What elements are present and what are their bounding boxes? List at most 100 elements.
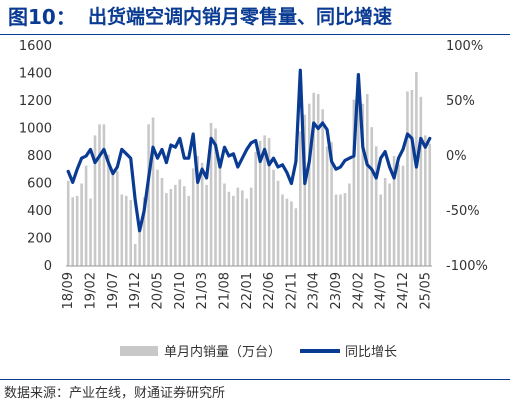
bar [388,183,391,266]
bar [187,195,191,266]
bar [93,135,97,266]
bar [281,194,284,266]
bar [75,195,79,266]
legend-bar-label: 单月内销量（万台） [164,344,281,360]
bar [370,127,374,266]
bar [156,169,159,266]
bar [276,180,280,266]
bar [138,231,141,266]
bar [352,99,356,266]
bar [80,183,83,266]
bar [178,179,182,266]
bar [303,114,307,266]
bar [205,184,208,266]
bar [254,151,257,266]
x-tick-label: 20/05 [151,272,166,309]
bar [272,169,275,266]
x-tick-label: 24/12 [396,272,411,309]
bar [312,92,316,266]
legend-bar-swatch [120,346,158,356]
bar [214,128,217,266]
y-left-tick-label: 1400 [19,67,52,82]
bar [361,103,365,266]
bar [410,90,414,266]
bar [285,198,289,266]
yoy-growth-line [66,68,432,233]
y-left-tick-label: 1200 [19,94,52,109]
bar [165,193,168,266]
bar [307,103,311,266]
bar [383,178,387,266]
legend-line-label: 同比增长 [345,345,397,360]
bar [263,135,266,266]
bar [209,123,213,266]
bar [66,180,70,266]
bar [249,187,253,266]
y-right-tick-label: 100% [446,39,483,54]
bar [147,124,150,266]
bar [258,140,262,266]
x-tick-label: 22/01 [240,272,255,309]
data-source: 数据来源：产业在线，财通证券研究所 [4,386,226,401]
bar [129,200,133,266]
y-right-tick-label: -100% [446,259,488,274]
x-tick-label: 18/09 [61,272,76,309]
x-tick-label: 19/02 [84,272,99,309]
y-left-tick-label: 1000 [19,122,52,137]
x-tick-label: 22/11 [284,272,299,309]
bar [98,124,101,266]
bar [294,208,298,266]
bar [191,168,195,266]
x-tick-label: 22/06 [262,272,277,309]
bar [290,201,293,266]
bar [348,183,351,266]
y-right-tick-label: 50% [446,94,475,109]
x-tick-label: 24/02 [351,272,366,309]
bar [232,195,235,266]
bar [196,156,199,266]
bar [374,146,378,266]
x-tick-label: 19/07 [106,272,121,309]
y-left-tick-label: 800 [27,149,52,164]
bar [71,197,74,266]
x-tick-label: 25/05 [418,272,433,309]
x-tick-label: 23/04 [307,272,322,309]
bar [343,193,347,266]
bar [120,194,124,266]
bar [424,135,427,266]
bar [124,195,128,266]
bar [325,146,329,266]
bar [182,186,186,266]
footer-divider [0,379,510,380]
bar [401,165,405,266]
bar [111,169,115,266]
bar [200,162,204,266]
bar [299,131,302,266]
bar [160,178,164,266]
x-tick-label: 19/12 [128,272,143,309]
bar [227,191,231,266]
bar [419,96,423,266]
bar [339,194,342,266]
y-right-tick-label: -50% [446,204,480,219]
bar [133,244,137,266]
bar [236,187,240,266]
x-tick-label: 23/09 [329,272,344,309]
bar [142,197,146,266]
bar [169,189,173,266]
bar [334,194,338,266]
bar [116,171,119,266]
bar [321,109,324,266]
y-left-tick-label: 200 [27,232,52,247]
figure-number: 图10： [8,5,76,29]
bar [151,117,155,266]
title-divider [0,34,510,35]
x-tick-label: 24/07 [374,272,389,309]
x-tick-label: 21/08 [217,272,232,309]
x-tick-label: 20/10 [173,272,188,309]
bar [330,142,333,266]
bar [392,156,396,266]
bar [218,161,222,266]
bar [107,154,110,266]
bar [397,164,400,266]
